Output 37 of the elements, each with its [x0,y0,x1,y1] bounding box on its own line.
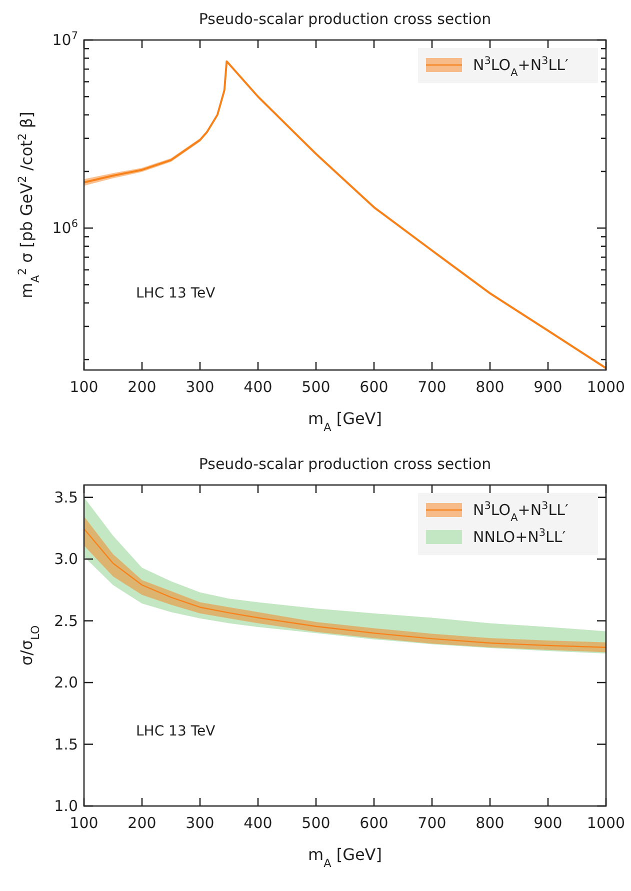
x-tick-label: 900 [534,378,562,396]
x-tick-label: 500 [302,378,330,396]
x-axis-title: m$_{A}$ [GeV] [308,409,382,434]
y-tick-label: 3.5 [54,488,78,506]
x-tick-label: 900 [534,814,562,832]
x-tick-label: 800 [476,814,504,832]
y-tick-label: 3.0 [54,550,78,568]
y-tick-label: 2.5 [54,612,78,630]
annotation: LHC 13 TeV [136,285,216,302]
x-tick-label: 400 [244,814,272,832]
x-tick-label: 700 [418,378,446,396]
y-tick-label: 2.0 [54,674,78,692]
x-tick-label: 600 [360,378,388,396]
x-tick-label: 300 [186,378,214,396]
legend-label: NNLO+N$^{3}$LL′ [473,527,566,546]
y-tick-label: 1.5 [54,735,78,754]
x-tick-label: 800 [476,378,504,396]
x-tick-label: 500 [302,814,330,832]
y-tick-label: 10$^{6}$ [52,218,78,238]
x-tick-label: 100 [70,814,98,832]
x-tick-label: 1000 [586,378,626,396]
legend-label: N$^{3}$LO$_{A}$+N$^{3}$LL′ [473,500,569,524]
annotation: LHC 13 TeV [136,723,216,740]
chart-title: Pseudo-scalar production cross section [198,10,492,28]
legend-label: N$^{3}$LO$_{A}$+N$^{3}$LL′ [473,55,569,79]
y-tick-label: 1.0 [54,797,78,815]
y-tick-label: 10$^{7}$ [52,30,78,49]
x-tick-label: 400 [244,378,272,396]
x-tick-label: 300 [186,814,214,832]
x-tick-label: 100 [70,378,98,396]
x-tick-label: 200 [128,814,156,832]
x-tick-label: 700 [418,814,446,832]
x-tick-label: 1000 [586,814,626,832]
x-axis-title: m$_{A}$ [GeV] [308,845,382,870]
chart-title: Pseudo-scalar production cross section [198,455,492,473]
x-tick-label: 200 [128,378,156,396]
x-tick-label: 600 [360,814,388,832]
